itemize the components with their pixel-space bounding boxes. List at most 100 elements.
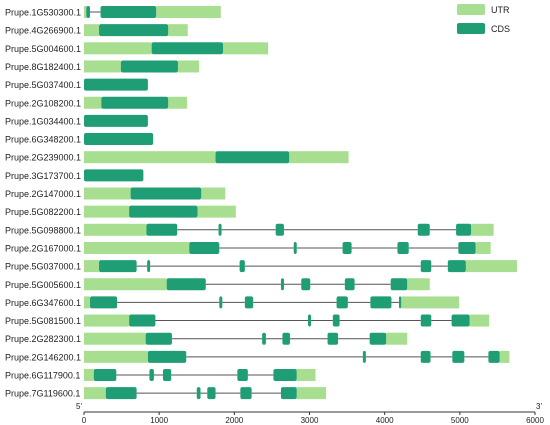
utr-segment	[296, 369, 316, 381]
cds-segment	[147, 260, 151, 273]
cds-segment	[189, 241, 220, 254]
cds-segment	[458, 241, 476, 254]
utr-segment	[84, 60, 121, 73]
utr-segment	[84, 296, 91, 309]
utr-segment	[197, 205, 236, 218]
gene-name-label: Prupe.4G266900.1	[5, 26, 81, 36]
cds-segment	[332, 314, 340, 327]
utr-segment	[401, 296, 460, 309]
utr-segment	[201, 187, 226, 200]
cds-segment	[99, 260, 137, 273]
gene-track	[84, 205, 236, 218]
cds-segment	[420, 260, 432, 273]
utr-segment	[84, 187, 131, 200]
cds-segment	[370, 296, 392, 309]
utr-segment	[469, 314, 490, 327]
gene-track	[84, 133, 154, 146]
utr-segment	[84, 6, 87, 18]
gene-name-label: Prupe.5G037400.1	[5, 80, 81, 90]
gene-track	[84, 60, 200, 73]
axis-start-label: 5'	[76, 402, 82, 411]
gene-name-label: Prupe.6G117900.1	[5, 371, 80, 381]
cds-legend-swatch	[457, 23, 485, 34]
utr-segment	[84, 260, 100, 273]
gene-track	[84, 296, 460, 309]
gene-track	[84, 114, 148, 127]
utr-segment	[168, 24, 188, 37]
gene-track	[84, 260, 517, 273]
gene-name-label: Prupe.2G282300.1	[5, 334, 81, 344]
utr-segment	[465, 260, 517, 273]
cds-segment	[218, 223, 222, 236]
gene-name-label: Prupe.2G167000.1	[5, 243, 81, 253]
gene-tracks	[84, 6, 517, 400]
axis-tick-label: 0	[82, 416, 87, 425]
gene-track	[84, 169, 144, 182]
axis-tick-label: 3000	[301, 416, 319, 425]
gene-name-label: Prupe.1G034400.1	[5, 116, 81, 126]
utr-segment	[84, 223, 147, 236]
axis-end-label: 3'	[536, 402, 542, 411]
cds-segment	[336, 296, 348, 309]
utr-segment	[499, 350, 510, 363]
cds-segment	[280, 387, 297, 400]
utr-segment	[84, 387, 106, 400]
utr-segment	[386, 332, 408, 345]
utr-segment	[407, 278, 430, 291]
cds-segment	[129, 314, 156, 327]
utr-segment	[168, 96, 187, 109]
cds-segment	[215, 151, 290, 164]
cds-segment	[219, 296, 223, 309]
cds-segment	[149, 369, 154, 381]
utr-segment	[471, 223, 494, 236]
cds-segment	[282, 332, 290, 345]
cds-segment	[273, 369, 297, 381]
utr-legend-label: UTR	[491, 5, 510, 15]
utr-segment	[156, 6, 221, 18]
utr-segment	[84, 151, 216, 164]
gene-name-label: Prupe.5G098800.1	[5, 225, 81, 235]
gene-name-label: Prupe.5G082200.1	[5, 207, 81, 217]
cds-segment	[84, 78, 148, 91]
cds-segment	[488, 350, 500, 363]
cds-segment	[86, 6, 91, 18]
cds-segment	[84, 114, 148, 127]
gene-track	[84, 314, 490, 327]
gene-name-label: Prupe.1G530300.1	[5, 8, 81, 18]
cds-segment	[344, 278, 355, 291]
gene-name-label: Prupe.7G119600.1	[5, 389, 80, 399]
utr-segment	[84, 332, 146, 345]
utr-segment	[84, 96, 102, 109]
cds-segment	[362, 350, 366, 363]
cds-segment	[417, 223, 430, 236]
cds-segment	[420, 314, 432, 327]
cds-segment	[101, 96, 169, 109]
gene-track	[84, 350, 510, 363]
cds-segment	[151, 42, 224, 55]
cds-segment	[84, 133, 154, 146]
cds-segment	[120, 60, 178, 73]
cds-segment	[207, 387, 216, 400]
utr-segment	[177, 60, 200, 73]
gene-track	[84, 223, 494, 236]
gene-track	[84, 387, 327, 400]
cds-segment	[147, 350, 187, 363]
gene-name-label: Prupe.5G081500.1	[5, 316, 81, 326]
cds-segment	[105, 387, 137, 400]
utr-segment	[84, 42, 152, 55]
cds-segment	[456, 223, 472, 236]
cds-segment	[196, 387, 201, 400]
cds-segment	[239, 260, 245, 273]
cds-segment	[84, 169, 144, 182]
gene-name-label: Prupe.2G108200.1	[5, 98, 81, 108]
cds-segment	[301, 278, 311, 291]
cds-segment	[130, 187, 202, 200]
cds-segment	[275, 223, 284, 236]
cds-segment	[451, 314, 470, 327]
axis-tick-label: 2000	[225, 416, 243, 425]
axis-tick-label: 6000	[526, 416, 544, 425]
utr-segment	[84, 350, 148, 363]
cds-segment	[240, 387, 252, 400]
gene-track	[84, 151, 349, 164]
